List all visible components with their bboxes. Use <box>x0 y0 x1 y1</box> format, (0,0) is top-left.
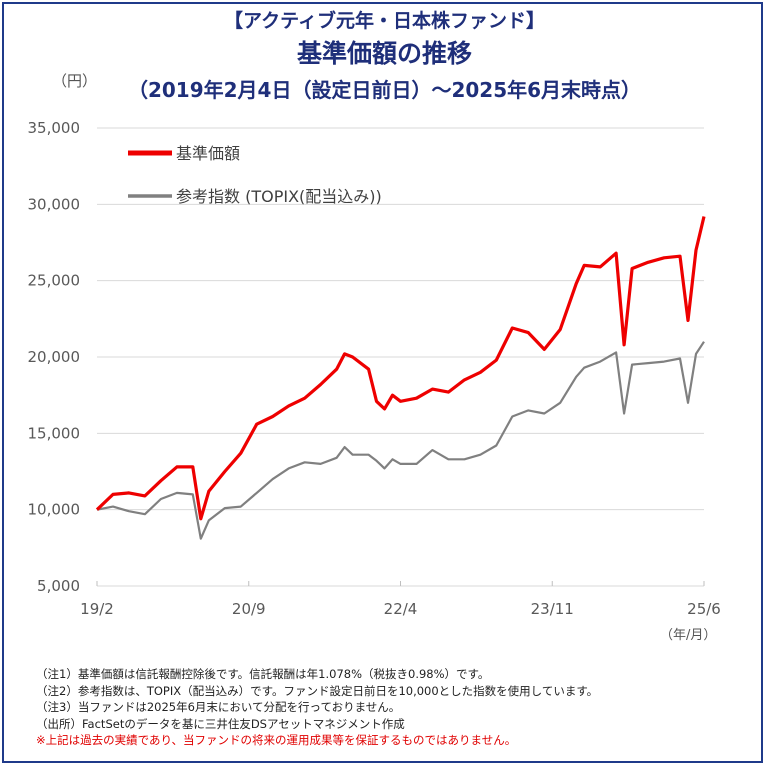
x-tick-label: 19/2 <box>80 600 114 618</box>
y-tick-label: 15,000 <box>28 424 81 442</box>
legend-label: 参考指数 (TOPIX(配当込み)) <box>176 187 382 206</box>
note-1: （注1）基準価額は信託報酬控除後です。信託報酬は年1.078%（税抜き0.98%… <box>36 667 490 681</box>
series-lines <box>95 216 706 540</box>
y-tick-label: 25,000 <box>28 272 81 290</box>
y-tick-label: 20,000 <box>28 348 81 366</box>
y-tick-label: 10,000 <box>28 501 81 519</box>
nav-series-line <box>95 216 706 521</box>
y-tick-label: 35,000 <box>28 119 81 137</box>
x-tick-label: 23/11 <box>531 600 574 618</box>
period-subtitle: （2019年2月4日（設定日前日）～2025年6月末時点） <box>127 78 642 102</box>
note-3: （注3）当ファンドは2025年6月末において分配を行っておりません。 <box>36 700 401 714</box>
y-axis-unit: （円） <box>52 72 98 90</box>
y-tick-label: 5,000 <box>37 577 80 595</box>
chart-frame <box>2 2 763 763</box>
y-tick-label: 30,000 <box>28 195 81 213</box>
x-tick-label: 20/9 <box>232 600 266 618</box>
x-axis-unit: （年/月） <box>660 628 717 643</box>
x-tick-label: 25/6 <box>687 600 721 618</box>
fund-name-title: 【アクティブ元年・日本株ファンド】 <box>224 10 545 32</box>
legend-label: 基準価額 <box>176 144 240 163</box>
index-series-line <box>96 341 705 540</box>
disclaimer-warning: ※上記は過去の実績であり、当ファンドの将来の運用成果等を保証するものではありませ… <box>36 733 517 747</box>
chart-title: 基準価額の推移 <box>296 39 472 68</box>
y-axis-ticks: 5,000 10,000 15,000 20,000 25,000 30,000 35,00… <box>28 119 81 595</box>
x-tick-label: 22/4 <box>384 600 418 618</box>
footnotes: （注1）基準価額は信託報酬控除後です。信託報酬は年1.078%（税抜き0.98%… <box>36 666 598 749</box>
note-source: （出所）FactSetのデータを基に三井住友DSアセットマネジメント作成 <box>36 716 405 731</box>
x-axis-ticks: 19/2 20/9 22/4 23/11 25/6 <box>80 581 721 618</box>
note-2: （注2）参考指数は、TOPIX（配当込み）です。ファンド設定日前日を10,000… <box>36 683 599 698</box>
